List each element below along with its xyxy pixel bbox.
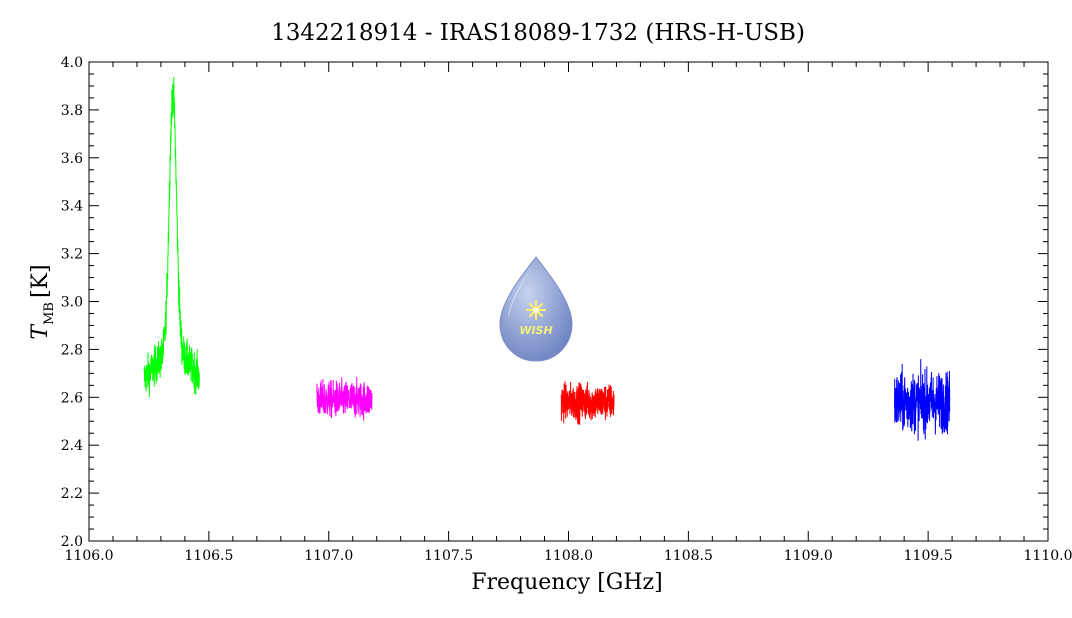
x-tick-label: 1108.0 bbox=[544, 548, 593, 564]
x-tick-label: 1109.0 bbox=[784, 548, 833, 564]
plot-frame bbox=[88, 61, 1049, 542]
y-tick-label: 2.6 bbox=[61, 390, 83, 406]
x-tick-label: 1106.5 bbox=[184, 548, 233, 564]
x-axis-label: Frequency [GHz] bbox=[471, 570, 663, 595]
y-axis-label-main: T bbox=[28, 323, 53, 340]
y-axis-label-sub: MB bbox=[42, 302, 57, 325]
chart-title: 1342218914 - IRAS18089-1732 (HRS-H-USB) bbox=[271, 20, 805, 46]
y-tick-label: 3.0 bbox=[61, 295, 83, 311]
plot-area: 1106.0 1106.5 1107.0 1107.5 1108.0 1108.5 1109… bbox=[61, 55, 1072, 564]
x-tick-label: 1110.0 bbox=[1024, 548, 1072, 564]
y-tick-label: 4.0 bbox=[61, 55, 83, 71]
x-tick-label: 1109.5 bbox=[904, 548, 953, 564]
y-tick-label: 3.8 bbox=[61, 103, 83, 119]
y-tick-label: 2.0 bbox=[61, 534, 83, 550]
x-tick-label: 1106.0 bbox=[65, 548, 114, 564]
y-axis-label-unit: [K] bbox=[28, 264, 53, 298]
wish-logo: WISH bbox=[499, 256, 573, 362]
spectrum-series-3 bbox=[560, 381, 615, 425]
y-tick-label: 3.6 bbox=[61, 151, 83, 167]
spectrum-series-2 bbox=[316, 376, 373, 421]
y-tick-label: 2.8 bbox=[61, 342, 83, 358]
wish-logo-text: WISH bbox=[519, 324, 552, 337]
x-tick-label: 1107.5 bbox=[424, 548, 473, 564]
y-axis-label: TMB [K] bbox=[28, 264, 57, 339]
x-tick-label: 1107.0 bbox=[304, 548, 353, 564]
spectrum-series-4 bbox=[894, 359, 951, 441]
y-tick-label: 2.4 bbox=[61, 438, 83, 454]
y-tick-label: 3.4 bbox=[61, 199, 83, 215]
y-tick-label: 2.2 bbox=[61, 486, 83, 502]
spectrum-series-1 bbox=[143, 77, 200, 398]
x-tick-label: 1108.5 bbox=[664, 548, 713, 564]
svg-text:TMB[K]: TMB [K] bbox=[28, 264, 57, 339]
y-tick-label: 3.2 bbox=[61, 247, 83, 263]
